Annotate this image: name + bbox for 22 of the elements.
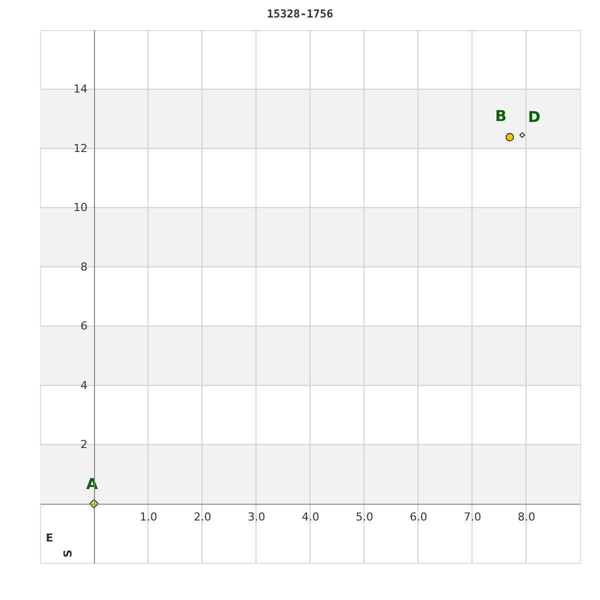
y-tick-label: 4	[80, 378, 88, 392]
point	[519, 132, 526, 138]
point	[506, 132, 514, 142]
y-tick-label: 6	[80, 320, 88, 333]
x-tick-label: 5.0	[356, 510, 374, 524]
x-tick-label: 2.0	[194, 510, 212, 524]
chart-title: 15328-1756	[266, 8, 334, 20]
y-tick-label: 2	[80, 438, 88, 452]
x-tick-label: 7.0	[464, 510, 482, 524]
series-label: D	[528, 108, 540, 126]
x-tick-label: 6.0	[410, 510, 428, 524]
y-axis-title: S	[62, 549, 74, 558]
y-tick-label: 10	[74, 201, 88, 214]
x-tick-label: 4.0	[302, 510, 320, 524]
y-tick-label: 12	[74, 142, 88, 155]
y-tick-label: 8	[80, 260, 88, 274]
series-label: B	[495, 107, 507, 126]
x-axis-title: E	[46, 531, 54, 544]
y-tick-label: 14	[74, 82, 88, 96]
x-tick-label: 1.0	[140, 510, 158, 524]
x-tick-label: 3.0	[248, 510, 266, 524]
x-tick-label: 8.0	[518, 510, 536, 524]
